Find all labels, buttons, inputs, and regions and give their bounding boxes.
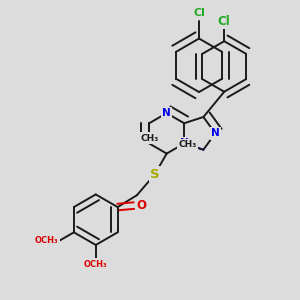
Text: N: N — [180, 139, 189, 148]
Text: OCH₃: OCH₃ — [34, 236, 58, 245]
Text: N: N — [211, 128, 220, 138]
Text: N: N — [162, 108, 171, 118]
Text: Cl: Cl — [218, 14, 231, 28]
Text: OCH₃: OCH₃ — [84, 260, 108, 269]
Text: Cl: Cl — [193, 8, 205, 18]
Text: CH₃: CH₃ — [179, 140, 197, 149]
Text: O: O — [136, 199, 146, 212]
Text: CH₃: CH₃ — [140, 134, 158, 142]
Text: S: S — [150, 168, 160, 181]
